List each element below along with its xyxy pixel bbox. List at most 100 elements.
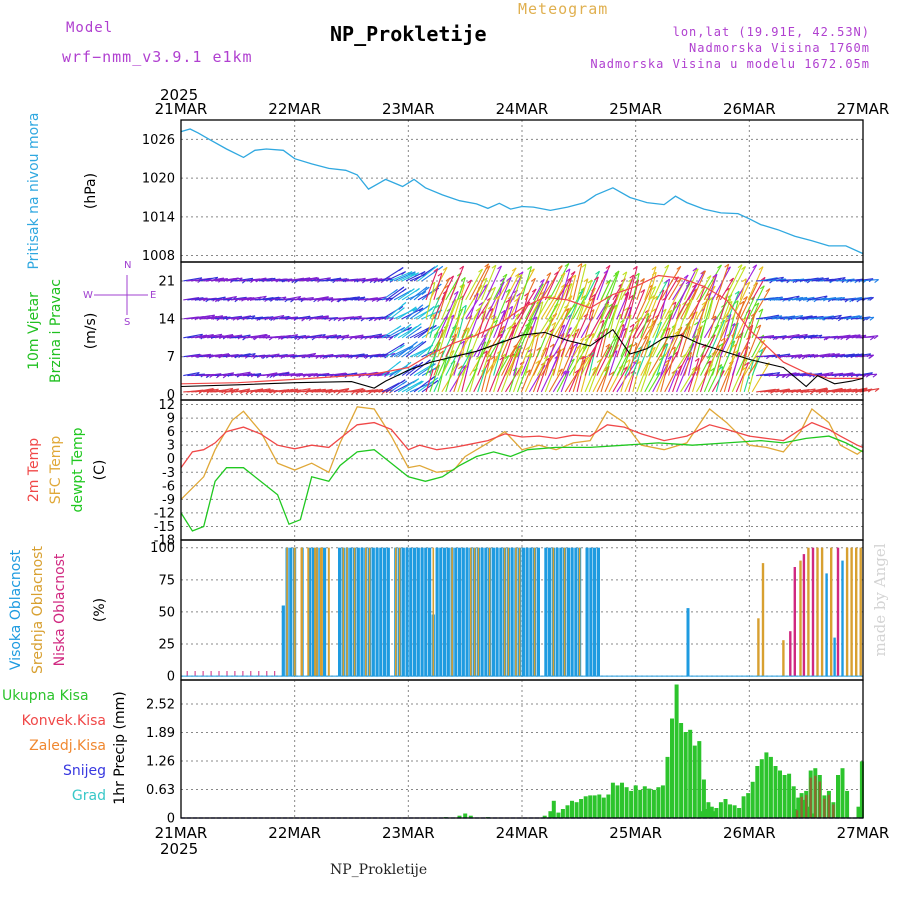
wind-barb-flag (437, 272, 443, 277)
wind-barb (350, 354, 368, 358)
wind-barb-flag (636, 360, 641, 365)
precip-total-bar (610, 782, 615, 818)
wind-barb (688, 270, 706, 301)
wind-barb (680, 366, 697, 393)
precip-total-bar (683, 732, 688, 818)
wind-barb (540, 322, 557, 357)
cloud-mid-bar (503, 547, 506, 677)
y-tick-label: 12 (158, 398, 175, 413)
wind-barb (187, 297, 204, 301)
cloud-mid-bar (507, 547, 510, 677)
wind-barb (652, 308, 667, 339)
precip-total-bar (647, 788, 652, 818)
cloud-high-bar (570, 547, 574, 677)
wind-barb-flag (750, 312, 756, 317)
wind-barb (747, 285, 765, 320)
wind-barb (835, 388, 852, 393)
wind-barb (342, 296, 360, 301)
wind-barb (827, 388, 844, 393)
precip-total-bar (583, 796, 588, 818)
cloud-high-bar (510, 547, 514, 677)
wind-barb (524, 304, 541, 339)
precip-total-bar (697, 741, 702, 818)
wind-barb (624, 295, 634, 319)
wind-barb (568, 369, 580, 393)
cloud-high-bar (544, 547, 548, 677)
precip-total-bar (651, 789, 656, 818)
wind-barb (795, 334, 815, 339)
precip-total-bar (768, 756, 773, 818)
wind-barb (203, 388, 219, 393)
wind-barb (604, 273, 618, 301)
wind-barb (270, 371, 290, 377)
wind-barb-flag (573, 342, 579, 347)
wind-barb (278, 334, 298, 339)
wind-barb (544, 271, 559, 301)
precip-total-bar (737, 808, 742, 818)
wind-barb (772, 278, 787, 282)
wind-barb (660, 335, 675, 376)
wind-barb-flag (401, 302, 407, 306)
cloud-high-bar (491, 547, 495, 677)
wind-barb-flag (478, 301, 484, 306)
wind-barb (608, 365, 624, 393)
wind-barb (493, 333, 503, 357)
wind-barb (195, 387, 214, 393)
wind-barb (290, 388, 311, 393)
cloud-mid-bar (533, 547, 536, 677)
wind-barb (632, 318, 652, 357)
cloud-late-bar (850, 547, 853, 677)
wind-barb-flag (718, 366, 724, 371)
temp-label-dewpt: dewpt Temp (70, 427, 86, 512)
temp-line-2 (180, 435, 864, 532)
precip-frozen-bar (805, 794, 808, 818)
wind-barb-flag (574, 369, 580, 374)
wind-barb (350, 389, 366, 393)
wind-barb-flag (591, 366, 597, 371)
cloud-mid-bar (365, 547, 367, 677)
wind-barb (500, 306, 514, 338)
wind-barb (274, 372, 290, 377)
wind-barb-flag (420, 271, 426, 275)
wind-barb (723, 366, 732, 393)
wind-barb (727, 266, 746, 301)
wind-barb (222, 277, 239, 282)
wind-barb (481, 264, 497, 301)
cloud-high-bar (589, 547, 593, 677)
wind-barb (473, 265, 491, 301)
wind-barb-flag (613, 272, 618, 277)
wind-barb-flag (536, 347, 541, 351)
wind-barb (485, 325, 505, 357)
wind-barb (262, 353, 280, 358)
wind-barb-flag (640, 278, 645, 282)
precip-total-bar (570, 800, 574, 818)
wind-barb-flag (400, 379, 406, 384)
wind-barb (751, 308, 764, 338)
wind-barb (504, 295, 513, 319)
wind-barb (206, 315, 223, 320)
wind-barb-flag (629, 274, 635, 279)
precip-total-bar (592, 795, 597, 818)
wind-barb (437, 277, 451, 301)
wind-barb (608, 350, 618, 376)
y-tick-label: -18 (154, 534, 175, 549)
temp-label-2m: 2m Temp (26, 438, 42, 502)
precip-total-bar (463, 813, 468, 818)
wind-barb (497, 355, 510, 376)
wind-barb-flag (426, 359, 431, 364)
wind-barb (505, 313, 520, 339)
wind-barb (433, 272, 443, 301)
cloud-high-bar (371, 547, 375, 677)
wind-barb (274, 278, 293, 282)
wind-barb-flag (449, 275, 454, 280)
wind-barb (576, 264, 587, 301)
wind-barb (485, 316, 497, 339)
wind-barb-flag (413, 341, 418, 346)
wind-barb (727, 300, 739, 338)
wind-barb (723, 314, 732, 338)
wind-barb (664, 301, 677, 338)
cloud-high-bar (529, 547, 533, 677)
wind-barb (807, 387, 828, 393)
cloud-late-bar (761, 563, 765, 677)
wind-barb (568, 345, 588, 376)
